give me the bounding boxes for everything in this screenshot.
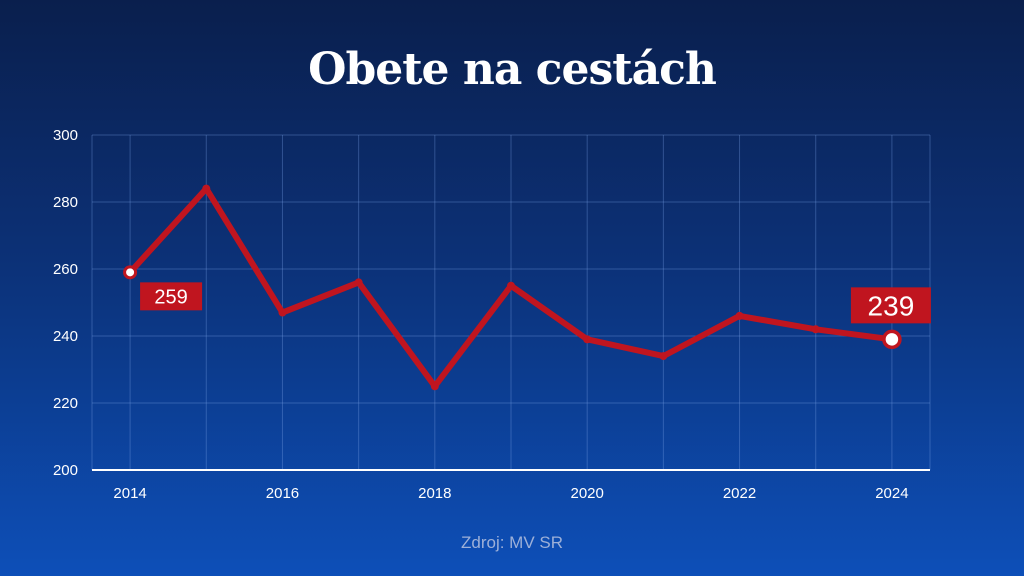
data-label-box: [140, 282, 203, 311]
data-label: 239: [868, 290, 915, 321]
data-point: [430, 382, 439, 391]
x-tick-label: 2014: [113, 485, 146, 502]
data-point-first: [123, 265, 138, 280]
data-label-box: [850, 287, 931, 324]
y-tick-label: 300: [53, 127, 78, 144]
y-tick-label: 280: [53, 194, 78, 211]
data-points: [123, 184, 902, 391]
data-point-last: [882, 329, 902, 350]
x-tick-label: 2020: [570, 485, 603, 502]
y-tick-label: 220: [53, 395, 78, 412]
data-point: [735, 311, 744, 320]
chart-title: Obete na cestách: [308, 44, 717, 95]
data-point: [354, 278, 363, 287]
grid-lines: [91, 134, 931, 471]
data-point: [583, 335, 592, 344]
x-tick-label: 2024: [875, 485, 908, 502]
x-tick-label: 2018: [418, 485, 451, 502]
data-label: 259: [154, 286, 187, 308]
data-point: [659, 352, 668, 361]
source-note: Zdroj: MV SR: [460, 533, 564, 552]
y-axis-ticks: 200 220 240 260 280 300: [53, 127, 78, 479]
data-point: [278, 308, 287, 317]
data-point: [202, 184, 211, 193]
x-axis-ticks: 2014 2016 2018 2020 2022 2024: [113, 485, 908, 502]
data-labels: 259 239: [140, 282, 931, 324]
y-tick-label: 200: [53, 462, 78, 479]
x-tick-label: 2016: [266, 485, 299, 502]
y-tick-label: 260: [53, 261, 78, 278]
x-tick-label: 2022: [723, 485, 756, 502]
data-point: [811, 325, 820, 334]
data-point: [507, 281, 515, 290]
y-tick-label: 240: [53, 328, 78, 345]
